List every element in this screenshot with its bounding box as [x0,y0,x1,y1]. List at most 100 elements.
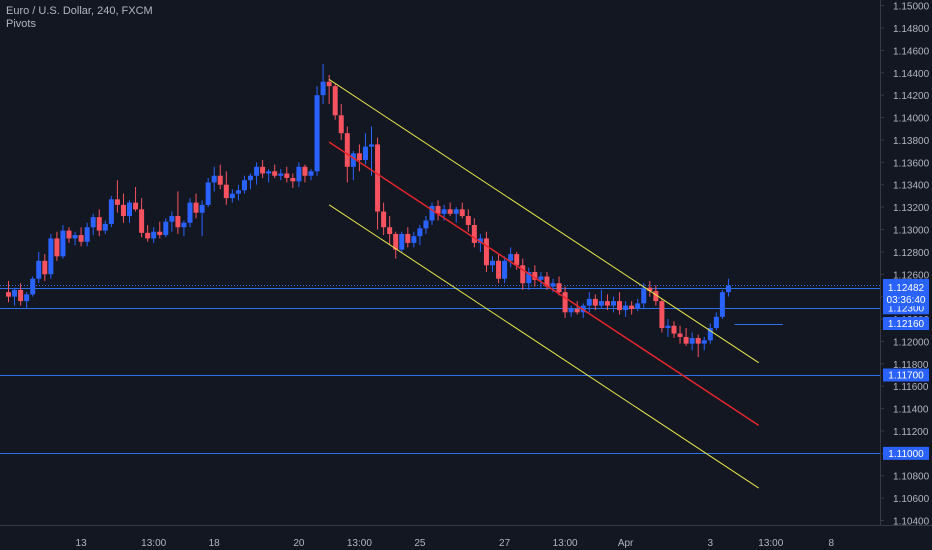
y-tick-label: 1.13600 [893,158,930,169]
y-tick-label: 1.10800 [893,472,930,483]
y-tick-label: 1.15000 [893,2,930,13]
candle-body [617,301,623,311]
candle-body [429,205,435,221]
x-tick-label: 8 [829,538,835,549]
candle-body [320,81,326,96]
candle-body [60,230,66,257]
candle-body [399,233,405,250]
candle-body [689,338,695,344]
candle-body [127,202,132,217]
candle-body [193,202,199,213]
candle-body [550,283,556,287]
candle-body [18,289,24,302]
candle-body [54,238,60,257]
candle-body [695,338,701,344]
candle-body [556,283,562,293]
candle-body [248,175,253,181]
candle-body [574,308,580,313]
candle-body [393,233,399,250]
candle-body [411,236,417,243]
candle-body [520,265,526,284]
price-label-text: 03:36:40 [887,295,926,306]
candle-body [586,298,592,306]
price-label-box [883,317,929,331]
candle-body [611,301,616,306]
y-tick-label: 1.14800 [893,24,930,35]
candle-body [78,235,84,242]
candle-body [350,153,356,167]
candle-body [453,209,459,214]
candle-body [538,276,544,280]
candle-body [598,301,604,306]
y-tick-label: 1.11200 [893,427,929,438]
candle-body [568,308,574,313]
price-label-box [883,293,929,307]
x-tick-label: 27 [499,538,511,549]
regression-line [328,141,760,426]
candle-body [441,209,447,214]
y-tick-label: 1.13800 [893,136,930,147]
candle-body [477,238,483,243]
y-tick-label: 1.14200 [893,91,930,102]
candle-body [308,171,314,176]
x-tick-label: 13 [76,538,88,549]
price-label-box [883,368,929,382]
candle-body [120,204,126,217]
candle-body [199,204,205,213]
candle-body [338,115,344,134]
candle-body [278,173,284,176]
candle-body [447,209,453,214]
candle-body [205,182,211,205]
candle-body [496,260,502,279]
price-label-text: 1.11700 [888,371,924,382]
candle-body [133,202,139,210]
candle-body [514,254,520,266]
price-label-box [883,281,929,295]
candle-body [90,217,96,228]
price-label-text: 1.12300 [888,303,925,314]
candle-body [229,193,235,199]
x-tick-label: 3 [708,538,714,549]
candle-body [508,254,514,261]
candle-body [719,292,725,317]
x-tick-label: 13:00 [347,538,372,549]
candle-body [683,336,689,344]
candle-body [235,190,241,194]
price-label-text: 1.11000 [888,449,924,460]
price-label-text: 1.12482 [888,283,925,294]
candle-body [641,287,647,304]
candle-body [102,223,108,231]
y-tick-label: 1.14000 [893,114,930,125]
y-tick-label: 1.13400 [893,181,930,192]
candle-body [211,175,217,183]
candle-body [30,278,36,295]
candle-body [314,95,320,172]
y-tick-label: 1.10400 [893,517,930,528]
candle-body [369,144,374,147]
candle-body [356,153,362,161]
candle-body [169,216,175,222]
plot-area [0,0,880,525]
price-label-text: 1.12160 [888,319,925,330]
y-tick-label: 1.13200 [893,203,930,214]
candle-body [296,166,302,182]
candle-body [490,260,495,266]
price-label-box [883,446,929,460]
candle-body [653,291,659,302]
candle-body [665,325,671,328]
candle-body [42,260,48,275]
candle-body [72,235,78,239]
candle-body [405,233,411,243]
candle-body [387,227,393,234]
candle-body [532,272,538,280]
candle-body [604,301,610,306]
y-tick-label: 1.10600 [893,494,930,505]
candle-body [157,231,163,236]
candle-body [623,305,629,311]
candle-body [375,144,381,212]
candle-body [635,303,641,309]
candle-body [302,166,308,176]
candle-body [332,86,338,116]
